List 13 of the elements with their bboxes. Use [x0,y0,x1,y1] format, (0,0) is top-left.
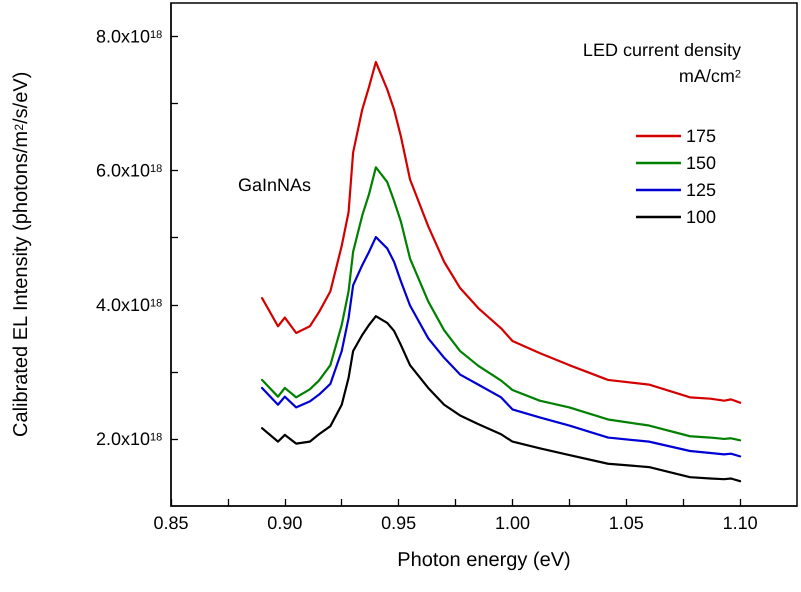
legend-label: 150 [686,153,716,173]
annotation: GaInNAs [238,175,312,195]
x-tick-label: 1.05 [608,513,644,533]
y-axis-title: Calibrated EL Intensity (photons/m2/s/eV) [10,72,32,437]
x-tick-label: 1.10 [722,513,758,533]
legend-label: 175 [686,126,716,146]
x-tick-label: 0.85 [153,513,189,533]
x-tick-label: 0.95 [381,513,416,533]
x-tick-label: 1.00 [494,513,530,533]
x-tick-label: 0.90 [267,513,302,533]
legend-label: 125 [686,180,716,200]
x-axis-title: Photon energy (eV) [397,549,571,571]
legend-label: 100 [686,207,716,227]
